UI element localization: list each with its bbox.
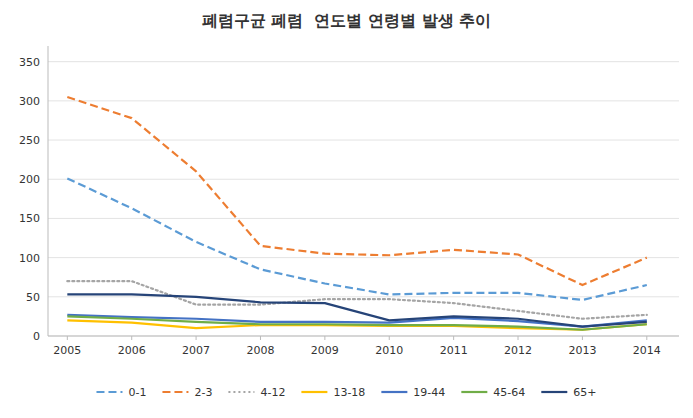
grid-line	[48, 296, 679, 297]
x-axis-line	[48, 336, 679, 337]
chart-container: 폐렴구균 폐렴 연도별 연령별 발생 추이 0 50 100 150 200 250 300 3…	[0, 0, 693, 418]
x-tick	[518, 336, 519, 340]
legend-label: 0-1	[128, 386, 146, 399]
legend-swatch	[381, 391, 407, 393]
legend-item: 4-12	[228, 386, 285, 399]
legend-swatch	[162, 391, 188, 393]
legend-item: 2-3	[162, 386, 212, 399]
y-tick-label: 50	[26, 291, 40, 304]
legend-swatch	[228, 391, 254, 393]
x-tick	[324, 336, 325, 340]
y-axis-line	[48, 46, 49, 336]
x-tick	[67, 336, 68, 340]
legend-item: 65+	[541, 386, 596, 399]
y-tick-label: 200	[19, 173, 40, 186]
series-line	[67, 97, 646, 285]
x-tick-label: 2011	[440, 344, 468, 357]
grid-line	[48, 179, 679, 180]
legend-swatch	[461, 391, 487, 393]
x-axis: 2005 2006 2007 2008 2009 2010 2011 2012 2013 2014	[53, 336, 660, 357]
x-tick-label: 2013	[568, 344, 596, 357]
y-tick-label: 150	[19, 212, 40, 225]
legend-item: 45-64	[461, 386, 525, 399]
legend-item: 13-18	[301, 386, 365, 399]
legend-item: 19-44	[381, 386, 445, 399]
legend-label: 45-64	[493, 386, 525, 399]
x-tick-label: 2009	[311, 344, 339, 357]
series-line	[67, 281, 646, 319]
lines	[67, 97, 646, 330]
grid-line	[48, 257, 679, 258]
x-tick-label: 2014	[633, 344, 661, 357]
legend-item: 0-1	[96, 386, 146, 399]
y-tick-label: 300	[19, 95, 40, 108]
y-tick-label: 100	[19, 252, 40, 265]
chart-svg: 폐렴구균 폐렴 연도별 연령별 발생 추이 0 50 100 150 200 250 300 3…	[0, 0, 693, 418]
legend-swatch	[96, 391, 122, 393]
legend-label: 65+	[573, 386, 596, 399]
legend-swatch	[541, 391, 567, 393]
grid-line	[48, 140, 679, 141]
legend-label: 19-44	[413, 386, 445, 399]
x-tick	[196, 336, 197, 340]
y-tick-label: 250	[19, 134, 40, 147]
x-tick-label: 2012	[504, 344, 532, 357]
legend-label: 4-12	[260, 386, 285, 399]
x-tick-label: 2008	[246, 344, 274, 357]
legend-label: 13-18	[333, 386, 365, 399]
y-axis: 0 50 100 150 200 250 300 350	[19, 56, 679, 343]
series-line	[67, 178, 646, 299]
legend-swatch	[301, 391, 327, 393]
grid-line	[48, 100, 679, 101]
legend: 0-1 2-3 4-12 13-18 19-44 45-64 65+	[96, 386, 596, 399]
grid-line	[48, 61, 679, 62]
x-tick-label: 2006	[118, 344, 146, 357]
legend-label: 2-3	[194, 386, 212, 399]
y-tick-label: 0	[33, 330, 40, 343]
grid-line	[48, 218, 679, 219]
y-tick-label: 350	[19, 56, 40, 69]
x-tick	[389, 336, 390, 340]
x-tick	[131, 336, 132, 340]
chart-title: 폐렴구균 폐렴 연도별 연령별 발생 추이	[202, 11, 491, 30]
x-tick-label: 2007	[182, 344, 210, 357]
grid-line	[48, 336, 679, 337]
x-tick	[582, 336, 583, 340]
x-tick-label: 2010	[375, 344, 403, 357]
x-tick	[453, 336, 454, 340]
x-tick-label: 2005	[53, 344, 81, 357]
x-tick	[646, 336, 647, 340]
x-tick	[260, 336, 261, 340]
series-line	[67, 294, 646, 326]
